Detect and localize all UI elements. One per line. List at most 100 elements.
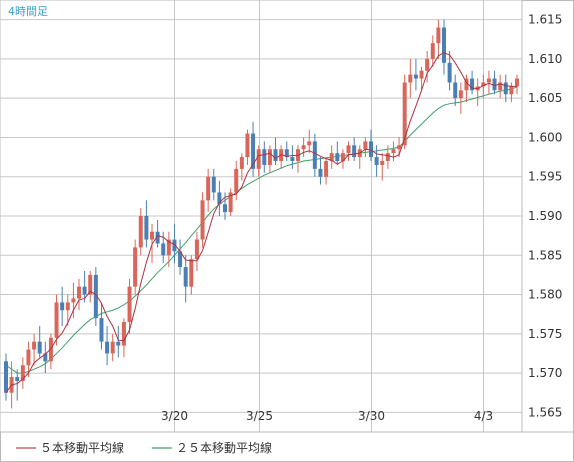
candle-body bbox=[335, 153, 340, 162]
candle-body bbox=[425, 58, 430, 71]
y-tick-label: 1.595 bbox=[528, 170, 562, 184]
candle-body bbox=[413, 74, 418, 79]
candle-body bbox=[178, 251, 183, 268]
y-tick-label: 1.615 bbox=[528, 13, 562, 27]
candle bbox=[37, 325, 42, 358]
candle-body bbox=[228, 192, 233, 213]
candle-body bbox=[498, 82, 503, 91]
candle-body bbox=[408, 74, 413, 83]
candle bbox=[189, 255, 194, 295]
candle bbox=[509, 82, 514, 103]
ma5-layer bbox=[5, 52, 517, 394]
candle-body bbox=[503, 82, 508, 95]
candle bbox=[453, 74, 458, 107]
candle-body bbox=[71, 298, 76, 303]
candle-body bbox=[133, 247, 138, 287]
ma25-layer bbox=[5, 86, 518, 374]
candle-body bbox=[301, 145, 306, 150]
candle-body bbox=[194, 239, 199, 260]
candle bbox=[301, 137, 306, 158]
candle-body bbox=[447, 62, 452, 83]
candle-body bbox=[138, 216, 143, 248]
candle bbox=[194, 231, 199, 271]
candle bbox=[391, 141, 396, 162]
candle bbox=[178, 239, 183, 275]
y-tick-label: 1.565 bbox=[528, 405, 562, 419]
candle-body bbox=[161, 243, 166, 256]
x-axis-ticks: 3/20 3/25 3/30 4/3 bbox=[161, 409, 493, 423]
candle-body bbox=[155, 231, 160, 244]
y-tick-label: 1.600 bbox=[528, 130, 562, 144]
candle-body bbox=[65, 302, 70, 311]
x-tick-label: 3/20 bbox=[161, 409, 188, 423]
candle-body bbox=[458, 90, 463, 99]
candle bbox=[515, 74, 519, 95]
candle bbox=[256, 145, 261, 177]
x-tick-label: 4/3 bbox=[474, 409, 493, 423]
candle bbox=[206, 168, 211, 213]
candle bbox=[335, 141, 340, 165]
candle-body bbox=[346, 145, 351, 154]
candle bbox=[385, 145, 390, 169]
candle-body bbox=[369, 141, 373, 158]
candle bbox=[183, 255, 188, 303]
candle bbox=[284, 141, 289, 162]
candle bbox=[155, 219, 160, 248]
candle-body bbox=[200, 200, 205, 240]
candle-body bbox=[262, 149, 267, 165]
candle-body bbox=[436, 27, 441, 44]
candle-body bbox=[48, 337, 53, 362]
candle-body bbox=[470, 78, 475, 91]
candle-body bbox=[442, 27, 446, 63]
candle bbox=[116, 325, 121, 358]
candle bbox=[77, 278, 81, 311]
candle-body bbox=[223, 204, 227, 213]
candle bbox=[369, 129, 373, 162]
candle-body bbox=[419, 70, 424, 79]
candle bbox=[419, 66, 424, 91]
candle bbox=[329, 145, 334, 169]
candle bbox=[273, 137, 278, 165]
candle bbox=[324, 157, 329, 185]
candle bbox=[458, 82, 463, 114]
y-tick-label: 1.570 bbox=[528, 366, 562, 380]
candle-body bbox=[26, 349, 31, 366]
candle bbox=[32, 333, 37, 366]
candle-body bbox=[464, 78, 469, 91]
candle-body bbox=[374, 157, 379, 165]
candle-body bbox=[515, 78, 519, 87]
candle-body bbox=[391, 149, 396, 154]
candle bbox=[352, 137, 357, 162]
candle-body bbox=[284, 149, 289, 158]
candle bbox=[26, 341, 31, 378]
candle bbox=[144, 200, 149, 248]
y-tick-label: 1.575 bbox=[528, 327, 562, 341]
candle-body bbox=[492, 78, 497, 91]
candle bbox=[251, 121, 256, 177]
candle-body bbox=[363, 141, 368, 150]
candle bbox=[172, 223, 177, 264]
candle bbox=[492, 70, 497, 95]
legend-ma25-label: ２５本移動平均線 bbox=[176, 440, 272, 455]
candle bbox=[127, 278, 132, 334]
candle bbox=[470, 70, 475, 95]
candle-body bbox=[352, 145, 357, 158]
candle bbox=[442, 19, 446, 75]
candle bbox=[20, 357, 25, 389]
candle bbox=[363, 137, 368, 158]
candle bbox=[200, 192, 205, 248]
candle-body bbox=[88, 274, 93, 295]
ma25-line bbox=[5, 86, 518, 374]
candle-body bbox=[183, 267, 188, 287]
candle bbox=[262, 141, 267, 173]
candle bbox=[245, 129, 250, 165]
candle-body bbox=[189, 259, 194, 287]
ma5-line bbox=[5, 52, 517, 394]
candle bbox=[43, 341, 48, 374]
candle bbox=[166, 231, 171, 268]
candle-body bbox=[43, 353, 48, 362]
legend-ma5: ５本移動平均線 bbox=[16, 440, 124, 455]
candle bbox=[93, 267, 98, 326]
candle-body bbox=[20, 365, 25, 381]
